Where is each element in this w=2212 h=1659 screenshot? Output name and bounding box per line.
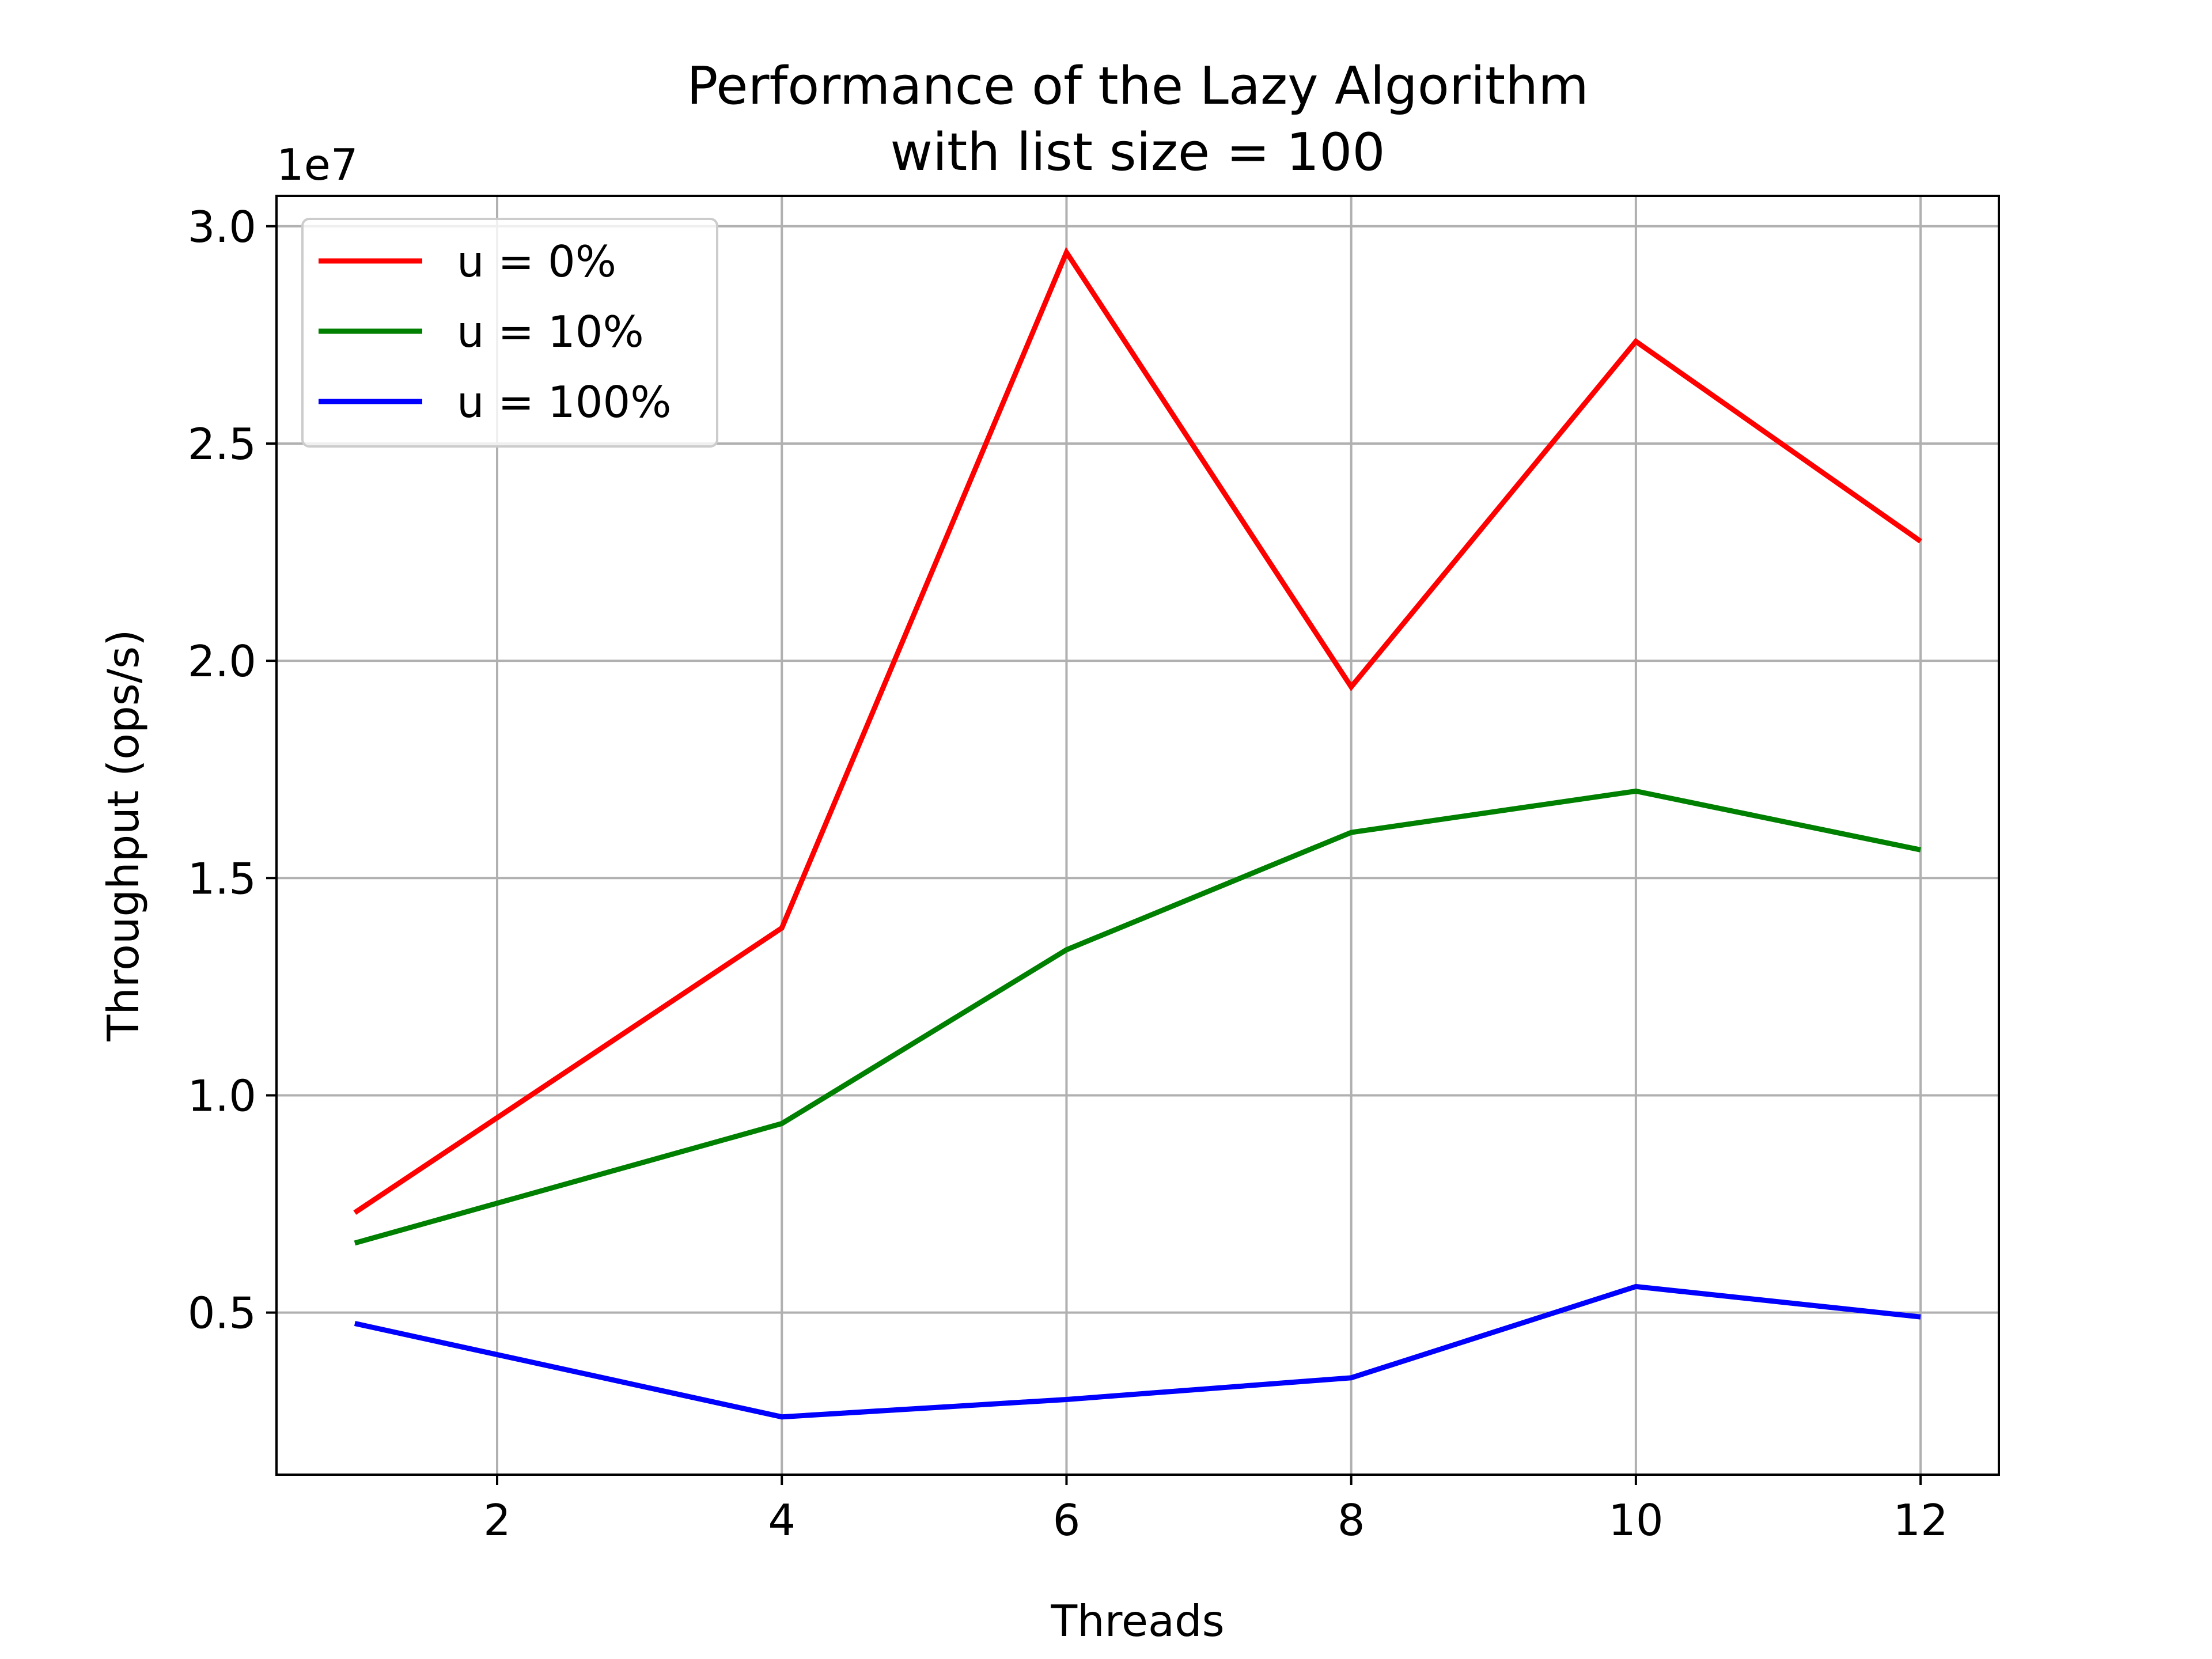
y-tick-label: 1.0 — [188, 1070, 256, 1121]
chart-title-line: with list size = 100 — [890, 122, 1385, 183]
y-offset-label: 1e7 — [276, 139, 358, 190]
chart-title-line: Performance of the Lazy Algorithm — [687, 56, 1589, 116]
y-tick-label: 0.5 — [188, 1288, 256, 1339]
legend-label-0: u = 0% — [457, 236, 616, 287]
legend: u = 0% u = 10% u = 100% — [301, 218, 718, 448]
series-line-1 — [354, 788, 1922, 1246]
y-axis-label: Throughput (ops/s) — [98, 630, 149, 1042]
y-tick-label: 2.0 — [188, 636, 256, 687]
x-tick-label: 6 — [1053, 1495, 1081, 1546]
series-layer — [353, 247, 1922, 1420]
plot-frame — [275, 195, 2000, 1476]
y-tick-label: 1.5 — [188, 853, 256, 904]
tick-layer: 2 4 6 8 10 12 0.5 1.0 1.5 2.0 2.5 3.0 1e7 — [188, 139, 1948, 1546]
legend-label-2: u = 100% — [457, 377, 671, 427]
grid-layer — [276, 196, 1999, 1475]
x-tick-label: 4 — [768, 1495, 796, 1546]
x-axis-label: Threads — [1050, 1596, 1224, 1646]
legend-box — [301, 218, 718, 448]
legend-label-1: u = 10% — [457, 306, 644, 357]
y-tick-label: 3.0 — [188, 202, 256, 252]
series-line-0 — [353, 247, 1922, 1215]
x-tick-label: 2 — [483, 1495, 511, 1546]
y-tick-label: 2.5 — [188, 419, 256, 469]
x-tick-label: 8 — [1338, 1495, 1365, 1546]
series-line-2 — [354, 1283, 1921, 1420]
x-tick-label: 10 — [1608, 1495, 1663, 1546]
x-tick-label: 12 — [1893, 1495, 1948, 1546]
